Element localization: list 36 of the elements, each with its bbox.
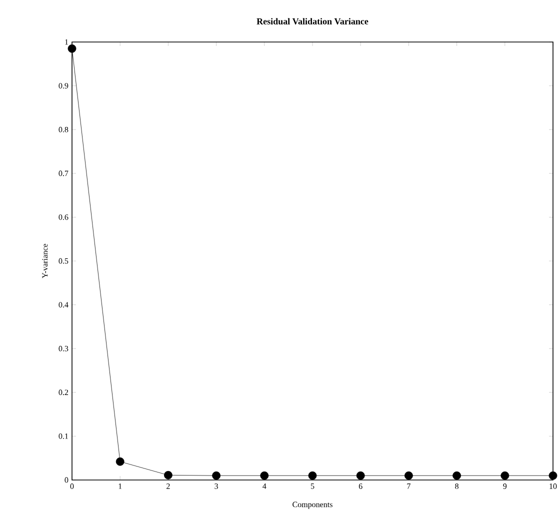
x-tick-label: 2 bbox=[166, 484, 170, 489]
y-tick-label: 0.7 bbox=[58, 170, 68, 176]
point bbox=[260, 471, 269, 480]
y-tick-label: 0.3 bbox=[58, 346, 68, 352]
chart-title: Residual Validation Variance bbox=[256, 18, 368, 24]
y-tick-label: 0.1 bbox=[58, 433, 68, 439]
point bbox=[164, 470, 172, 480]
x-tick-label: 6 bbox=[358, 484, 362, 489]
y-tick-label: 0.5 bbox=[58, 258, 68, 264]
point bbox=[68, 44, 76, 53]
y-tick-label: 0.6 bbox=[58, 214, 68, 220]
x-tick-label: 0 bbox=[70, 484, 74, 489]
y-tick-label: 0.8 bbox=[58, 126, 68, 132]
x-axis-title: Components bbox=[292, 502, 332, 509]
y-axis-title: Y-variance bbox=[42, 244, 48, 278]
y-tick-label: 1 bbox=[65, 39, 68, 45]
x-tick-label: 9 bbox=[503, 484, 507, 489]
y-tick-label: 0 bbox=[64, 477, 68, 483]
point bbox=[404, 471, 413, 480]
point bbox=[500, 471, 510, 480]
point bbox=[212, 471, 221, 480]
x-tick-label: 3 bbox=[214, 484, 218, 489]
point bbox=[356, 471, 365, 480]
point bbox=[308, 471, 317, 480]
y-tick-label: 0.9 bbox=[58, 83, 68, 89]
x-tick-label: 10 bbox=[550, 484, 557, 489]
point bbox=[116, 457, 124, 466]
y-tick-label: 0.4 bbox=[58, 302, 68, 308]
x-tick-label: 4 bbox=[262, 484, 266, 489]
x-tick-label: 5 bbox=[310, 484, 314, 489]
x-tick-label: 7 bbox=[407, 484, 410, 489]
point bbox=[452, 471, 461, 480]
y-tick-label: 0.2 bbox=[58, 390, 68, 396]
x-tick-label: 1 bbox=[118, 484, 122, 489]
point bbox=[548, 471, 558, 480]
x-tick-label: 8 bbox=[455, 484, 458, 489]
